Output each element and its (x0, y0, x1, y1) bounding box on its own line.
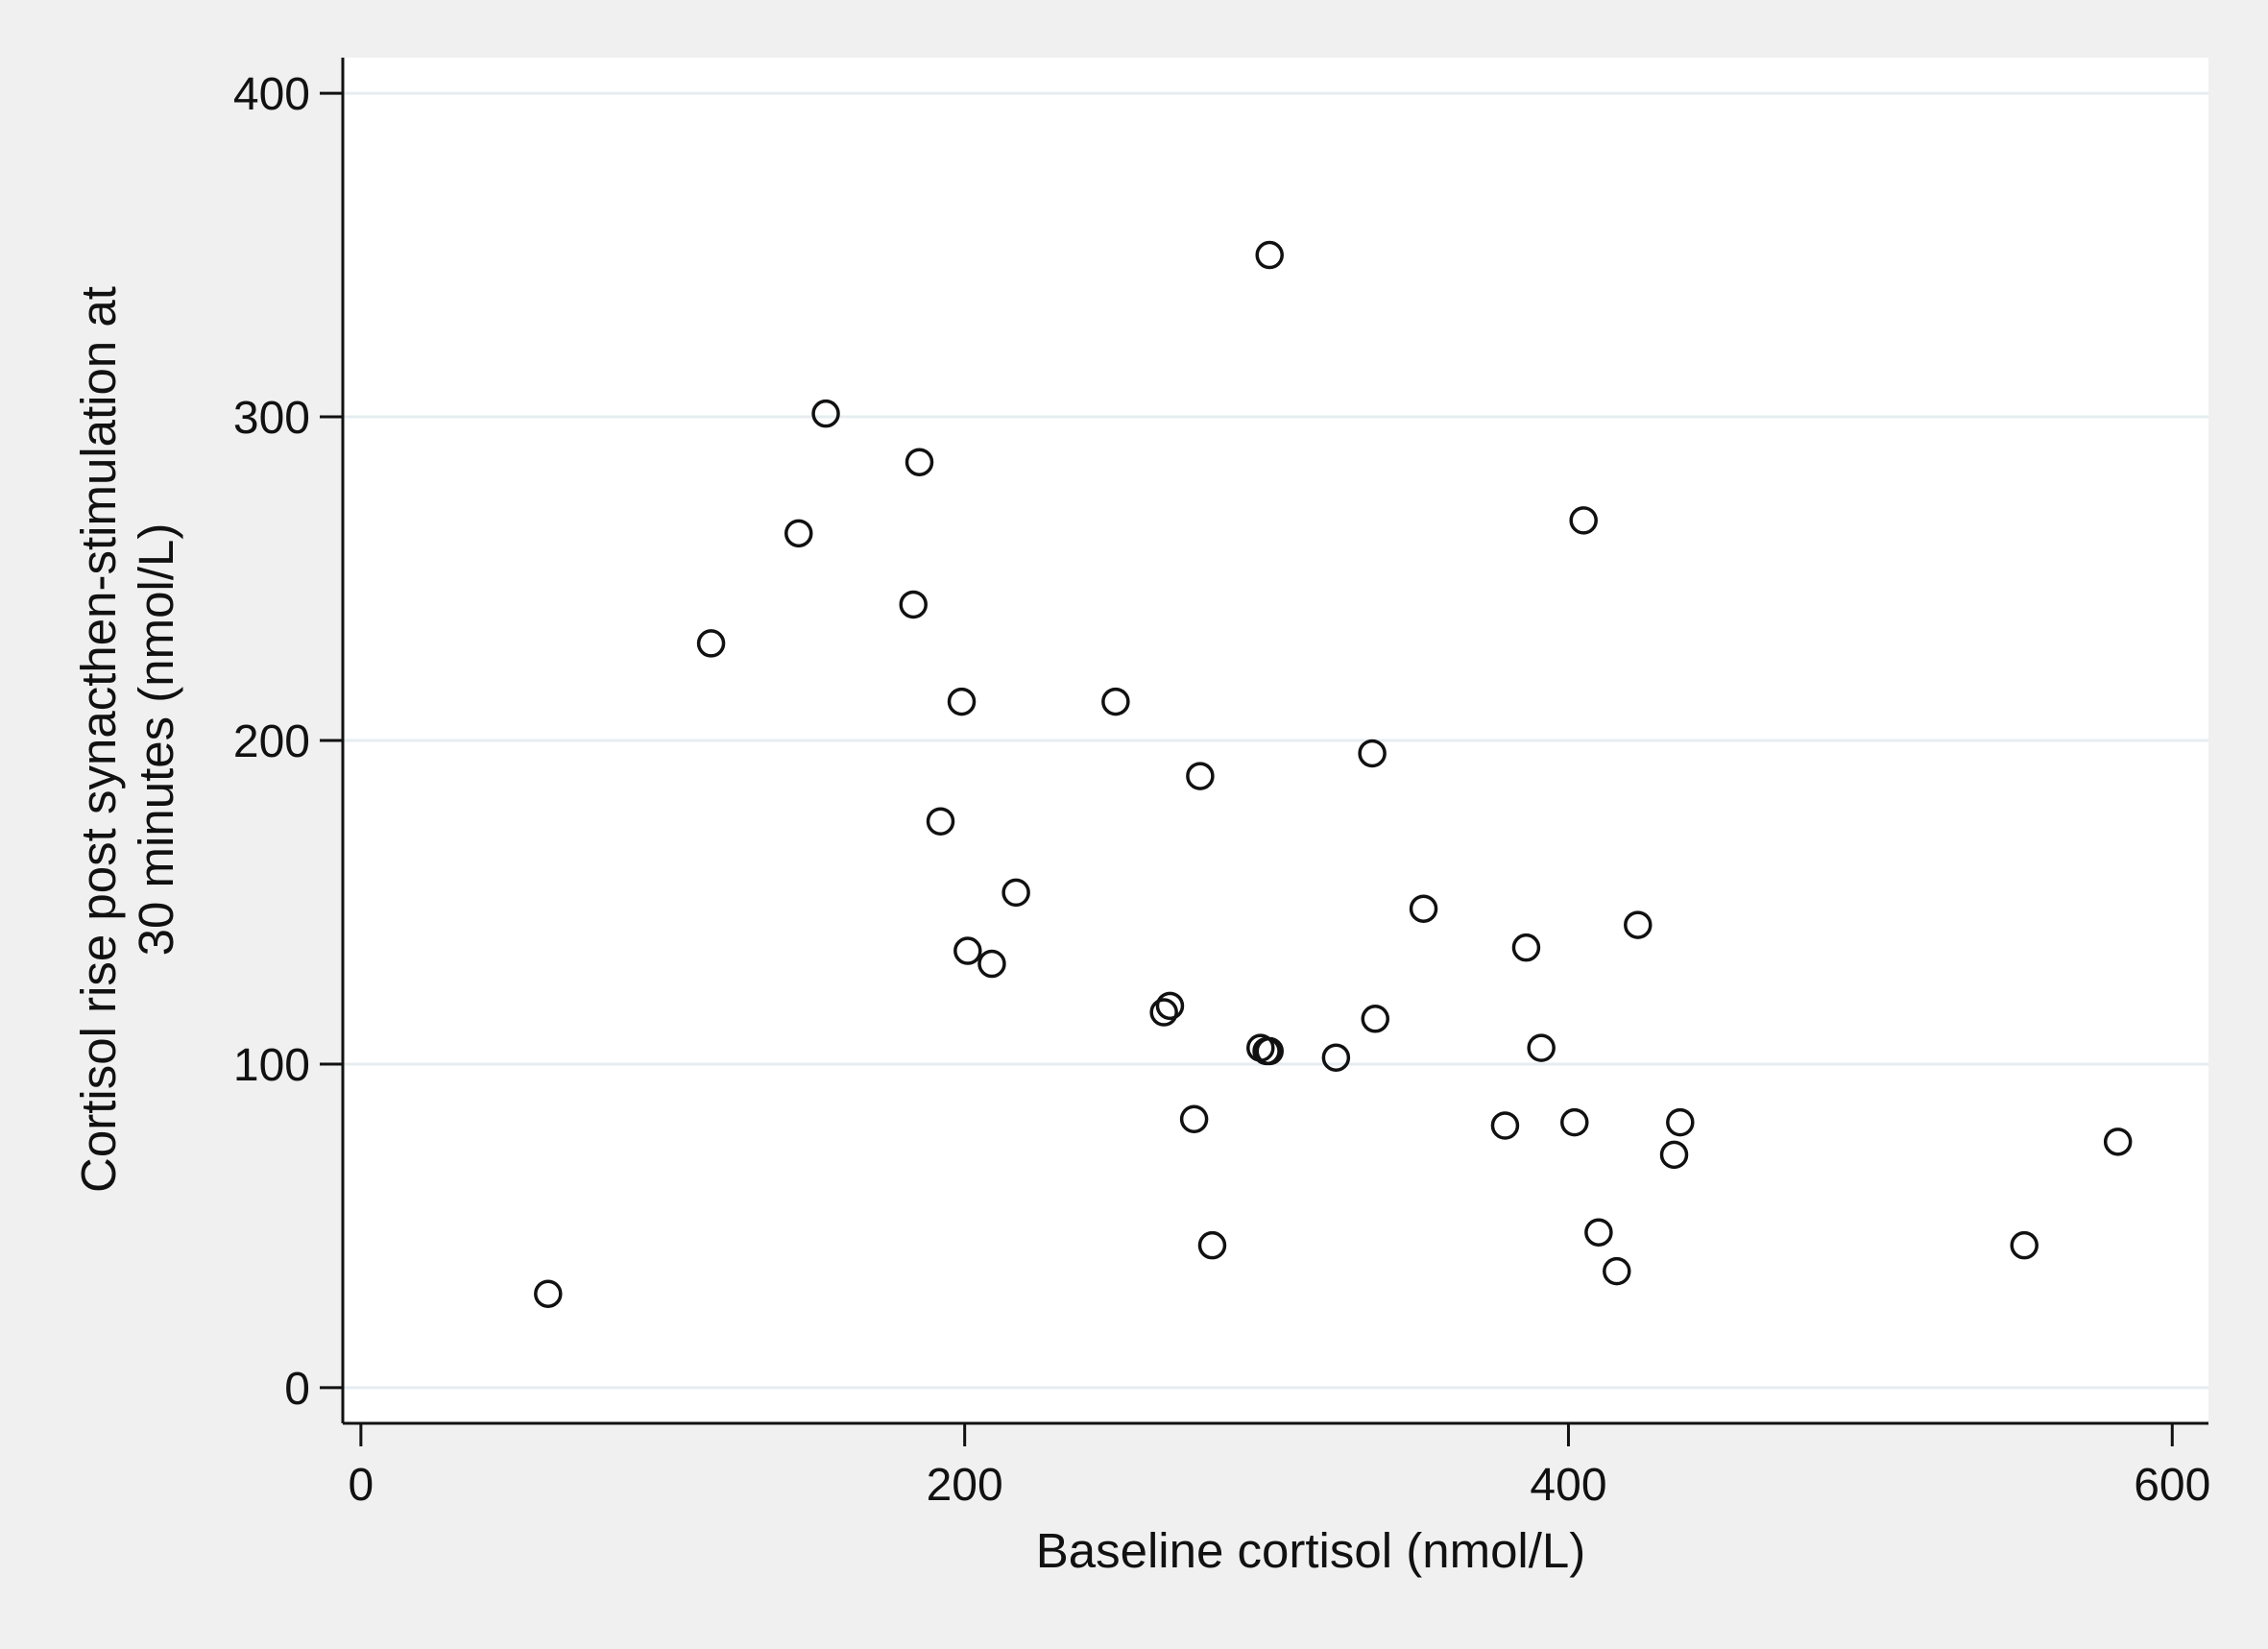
data-point-17 (1197, 1230, 1227, 1260)
gridlines (343, 91, 2208, 1390)
x-axis-ticks: 0 200 400 600 (349, 1423, 2210, 1511)
data-points (534, 240, 2133, 1308)
x-tick-label-0: 0 (349, 1460, 374, 1511)
data-point-11 (1001, 878, 1030, 908)
x-tick-label-600: 600 (2134, 1460, 2210, 1511)
data-point-6 (905, 448, 934, 476)
data-point-36 (2010, 1230, 2039, 1260)
data-point-35 (1666, 1107, 1695, 1137)
data-point-30 (1569, 506, 1598, 535)
data-point-3 (784, 519, 813, 548)
x-tick-label-200: 200 (927, 1460, 1003, 1511)
data-point-13 (1149, 998, 1178, 1027)
y-axis-title-line-1: Cortisol rise post synacthen-stimulation… (71, 286, 126, 1193)
data-point-10 (977, 949, 1006, 979)
y-axis-ticks: 0 100 200 300 400 (233, 69, 343, 1415)
y-tick-label-400: 400 (233, 69, 310, 120)
y-tick-label-200: 200 (233, 716, 310, 767)
data-point-22 (1321, 1043, 1351, 1072)
data-point-12 (1101, 687, 1130, 716)
data-point-20 (1255, 240, 1284, 270)
data-point-4 (811, 399, 840, 428)
y-axis-title: Cortisol rise post synacthen-stimulation… (71, 286, 183, 1193)
y-tick-label-100: 100 (233, 1040, 310, 1091)
data-point-23 (1358, 739, 1387, 768)
data-point-15 (1179, 1104, 1209, 1134)
data-point-31 (1584, 1218, 1613, 1247)
data-point-25 (1409, 894, 1438, 923)
data-point-32 (1603, 1256, 1631, 1286)
data-point-26 (1490, 1111, 1520, 1140)
data-point-16 (1186, 762, 1215, 790)
x-tick-label-400: 400 (1530, 1460, 1606, 1511)
y-tick-label-0: 0 (284, 1364, 310, 1415)
data-point-5 (899, 590, 928, 619)
data-point-33 (1624, 910, 1653, 939)
data-point-1 (534, 1279, 563, 1308)
data-point-24 (1361, 1005, 1390, 1033)
y-tick-label-300: 300 (233, 393, 310, 444)
x-axis-title: Baseline cortisol (nmol/L) (1036, 1523, 1586, 1578)
data-point-37 (2103, 1128, 2133, 1156)
data-point-14 (1155, 991, 1185, 1021)
data-point-21 (1255, 1036, 1284, 1066)
data-point-34 (1659, 1140, 1689, 1170)
data-point-29 (1560, 1107, 1589, 1137)
data-point-9 (953, 936, 982, 965)
y-axis-title-line-2: 30 minutes (nmol/L) (129, 523, 183, 957)
data-point-7 (926, 807, 955, 836)
data-point-28 (1527, 1033, 1556, 1062)
data-point-2 (696, 629, 726, 658)
data-point-27 (1511, 933, 1541, 962)
data-point-8 (947, 687, 977, 716)
